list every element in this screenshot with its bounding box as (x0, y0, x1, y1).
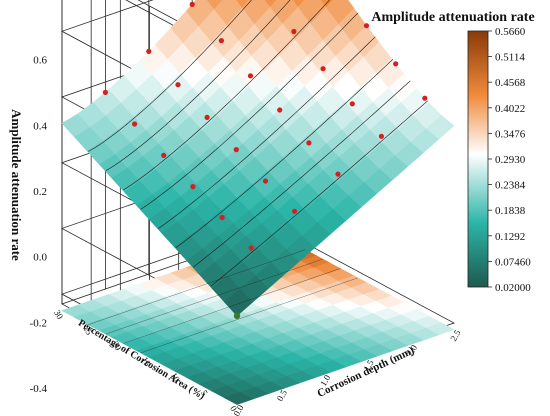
colorbar-tick-label: 0.5660 (495, 26, 526, 38)
surface-cell (292, 0, 305, 8)
data-point (175, 82, 181, 88)
contour-line (88, 249, 306, 325)
colorbar-tick-label: 0.4022 (495, 103, 525, 115)
floor-cell (223, 392, 254, 405)
data-point (161, 152, 167, 158)
contour-line (123, 268, 341, 344)
data-point (247, 73, 254, 79)
z-tick-label: 0.2 (33, 186, 47, 198)
data-point (335, 171, 341, 177)
data-point (292, 208, 298, 214)
colorbar-tick-label: 0.3476 (495, 128, 526, 140)
contour-line (123, 0, 330, 191)
z-axis-label: Amplitude attenuation rate (9, 109, 24, 261)
data-point (233, 312, 241, 320)
data-point (277, 107, 283, 113)
contour-line (210, 100, 428, 287)
data-point (291, 28, 297, 35)
colorbar-tick-label: 0.02000 (495, 282, 531, 294)
data-point (204, 114, 210, 120)
data-point (190, 184, 196, 190)
data-point (393, 61, 399, 67)
data-point (422, 95, 428, 101)
surface-cell (206, 0, 223, 11)
z-tick-label: -0.2 (30, 317, 47, 329)
z-tick-label: 0.0 (33, 252, 47, 264)
colorbar-tick-label: 0.4568 (495, 77, 526, 89)
surface-cell (320, 0, 334, 9)
colorbar (467, 30, 489, 288)
data-point (146, 48, 152, 55)
surface-cell (235, 0, 250, 9)
colorbar-tick-label: 0.2930 (495, 154, 526, 166)
contour-line (140, 277, 358, 354)
chart-title: Amplitude attenuation rate (371, 10, 534, 25)
z-tick-label: -0.4 (30, 383, 48, 395)
colorbar-tick-label: 0.1292 (495, 231, 525, 243)
data-point (363, 23, 370, 29)
colorbar-tick-label: 0.1838 (495, 205, 526, 217)
data-point (102, 89, 108, 95)
data-point (189, 1, 195, 7)
data-point (306, 140, 312, 146)
colorbar-tick-label: 0.2384 (495, 180, 526, 192)
data-point (132, 121, 138, 127)
colorbar-tick-label: 0.5114 (495, 52, 525, 64)
data-point (218, 38, 224, 44)
data-point (320, 66, 326, 72)
data-point (219, 214, 225, 221)
contour-line (88, 0, 252, 152)
data-point (349, 101, 355, 107)
surface-contours (88, 0, 428, 354)
data-point (248, 245, 254, 251)
contour-line (140, 12, 359, 210)
contour-line (105, 258, 323, 335)
data-markers (102, 1, 428, 320)
y-tick-label: 5 (199, 388, 210, 397)
contour-line (158, 36, 376, 229)
data-point (262, 178, 269, 184)
surface-cell (224, 288, 253, 317)
x-axis-ticks: 0.00.51.01.52.02.5 (231, 328, 463, 416)
z-tick-label: 0.4 (33, 120, 47, 132)
z-axis-ticks: -0.4 -0.2 0.0 0.2 0.4 0.6 (30, 55, 48, 396)
contour-line (193, 80, 411, 268)
contour-line (105, 0, 291, 172)
z-tick-label: 0.6 (33, 55, 47, 67)
data-point (233, 147, 239, 153)
colorbar-tick-label: 0.07460 (495, 256, 531, 268)
surface-mesh (61, 0, 455, 317)
contour-line (175, 59, 394, 249)
data-point (378, 133, 384, 139)
y-tick-label: 0 (228, 404, 239, 413)
surface-cell (264, 0, 278, 8)
colorbar-ticks: 0.5660 0.5114 0.4568 0.4022 0.3476 0.2930 0.23… (488, 26, 531, 294)
